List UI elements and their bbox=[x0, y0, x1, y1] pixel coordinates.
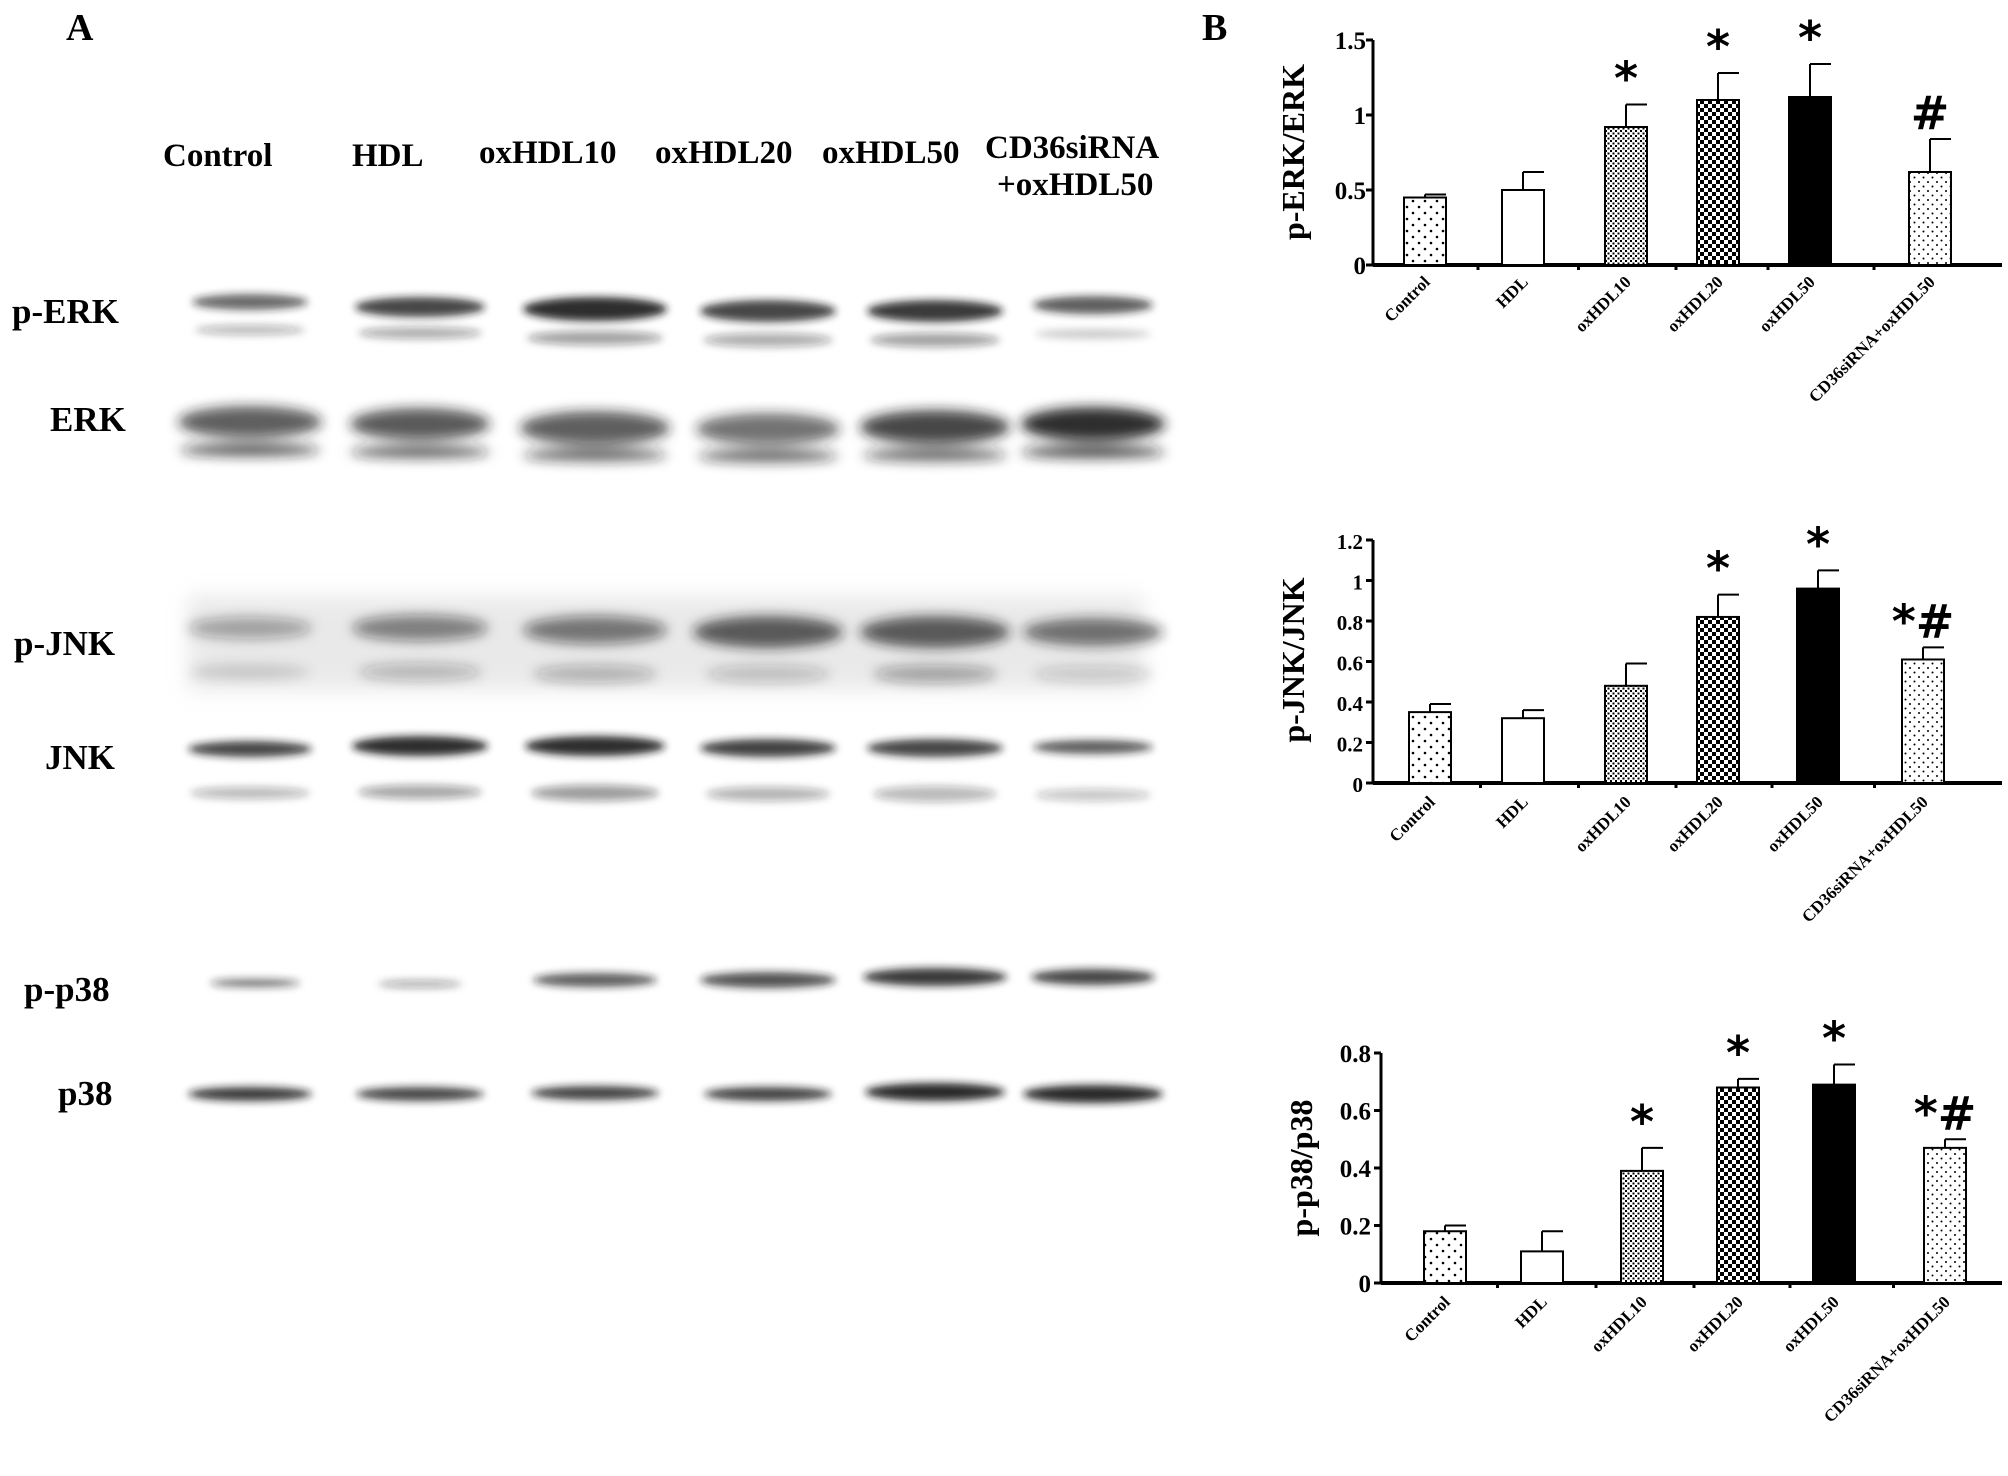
category-label: oxHDL20 bbox=[1663, 792, 1727, 856]
panel-b-label: B bbox=[1202, 7, 1228, 49]
significance-marker: # bbox=[1911, 86, 1950, 140]
significance-marker: * bbox=[1614, 52, 1638, 106]
category-label: CD36siRNA+oxHDL50 bbox=[1805, 272, 1939, 406]
y-tick-label: 0.8 bbox=[1340, 1041, 1371, 1068]
y-tick-label: 0.5 bbox=[1335, 178, 1366, 205]
bar bbox=[1788, 96, 1832, 266]
y-tick-label: 0.6 bbox=[1337, 652, 1363, 676]
y-tick-label: 1 bbox=[1354, 103, 1367, 130]
bar bbox=[1408, 711, 1452, 784]
category-label: CD36siRNA+oxHDL50 bbox=[1820, 1292, 1954, 1426]
chart-p-erk: 0 0.5 1 1.5 p-ERK/ERK Control HDL * oxHDL10 * oxHD… bbox=[1275, 11, 2002, 406]
lane-label-oxhdl20: oxHDL20 bbox=[655, 135, 793, 171]
bar bbox=[1796, 587, 1840, 784]
y-axis-label: p-JNK/JNK bbox=[1275, 577, 1311, 742]
y-tick-label: 0.2 bbox=[1340, 1214, 1371, 1241]
significance-marker: * bbox=[1726, 1026, 1750, 1080]
lane-label-plus-oxhdl50: +oxHDL50 bbox=[997, 167, 1154, 203]
significance-marker: * bbox=[1630, 1095, 1654, 1149]
band-row-jnk bbox=[188, 736, 1153, 802]
category-label: HDL bbox=[1511, 1292, 1550, 1331]
category-label: oxHDL50 bbox=[1763, 792, 1827, 856]
row-label-erk: ERK bbox=[50, 400, 126, 439]
significance-marker: * bbox=[1706, 542, 1730, 596]
category-label: Control bbox=[1386, 792, 1439, 845]
bar bbox=[1812, 1083, 1856, 1284]
bar bbox=[1901, 658, 1945, 784]
bar bbox=[1716, 1086, 1760, 1284]
significance-marker: *# bbox=[1914, 1086, 1977, 1140]
significance-marker: * bbox=[1706, 20, 1730, 74]
lane-label-control: Control bbox=[163, 138, 273, 174]
bar bbox=[1604, 684, 1648, 784]
category-label: oxHDL50 bbox=[1779, 1292, 1843, 1356]
bar bbox=[1604, 126, 1648, 266]
category-label: oxHDL20 bbox=[1663, 272, 1727, 336]
y-tick-label: 0.6 bbox=[1340, 1099, 1371, 1126]
row-label-p-jnk: p-JNK bbox=[14, 624, 116, 663]
significance-marker: *# bbox=[1892, 594, 1955, 648]
y-axis-label: p-p38/p38 bbox=[1283, 1100, 1319, 1237]
lane-label-hdl: HDL bbox=[352, 138, 424, 174]
y-tick-label: 1 bbox=[1353, 571, 1364, 595]
bar bbox=[1501, 189, 1545, 266]
category-label: HDL bbox=[1492, 272, 1531, 311]
row-label-p-p38: p-p38 bbox=[24, 970, 110, 1009]
bar bbox=[1520, 1250, 1564, 1284]
category-label: oxHDL10 bbox=[1571, 272, 1635, 336]
bar bbox=[1696, 99, 1740, 266]
y-tick-label: 0.4 bbox=[1337, 692, 1364, 716]
row-label-p-erk: p-ERK bbox=[12, 292, 119, 331]
y-tick-label: 1.2 bbox=[1337, 530, 1363, 554]
bar bbox=[1908, 171, 1952, 266]
bar bbox=[1501, 717, 1545, 785]
y-tick-label: 0 bbox=[1359, 1271, 1372, 1298]
y-tick-label: 0 bbox=[1354, 253, 1367, 280]
y-axis-label: p-ERK/ERK bbox=[1275, 64, 1311, 240]
row-label-p38: p38 bbox=[58, 1074, 113, 1113]
bar bbox=[1620, 1169, 1664, 1284]
band-row-p38 bbox=[188, 1083, 1163, 1103]
significance-marker: * bbox=[1798, 11, 1822, 65]
band-row-p-jnk bbox=[188, 615, 1163, 683]
chart-p-jnk: 0 0.2 0.4 0.6 0.8 1 1.2 p-JNK/JNK Control HDL oxHD… bbox=[1275, 517, 2002, 926]
bar bbox=[1696, 615, 1740, 785]
category-label: oxHDL50 bbox=[1755, 272, 1819, 336]
y-tick-label: 0 bbox=[1353, 773, 1364, 797]
chart-p-p38: 0 0.2 0.4 0.6 0.8 p-p38/p38 Control HDL * oxHDL10… bbox=[1283, 1012, 2002, 1426]
significance-marker: * bbox=[1806, 517, 1830, 571]
bar bbox=[1403, 196, 1447, 266]
y-tick-label: 1.5 bbox=[1335, 28, 1366, 55]
lane-label-cd36sirna: CD36siRNA bbox=[985, 130, 1160, 166]
row-label-jnk: JNK bbox=[45, 738, 115, 777]
band-row-p-p38 bbox=[210, 968, 1155, 988]
lane-label-oxhdl50: oxHDL50 bbox=[822, 135, 960, 171]
lane-label-oxhdl10: oxHDL10 bbox=[479, 135, 617, 171]
y-tick-label: 0.8 bbox=[1337, 611, 1363, 635]
category-label: oxHDL10 bbox=[1587, 1292, 1651, 1356]
category-label: HDL bbox=[1492, 792, 1531, 831]
band-row-p-erk bbox=[192, 294, 1153, 347]
category-label: Control bbox=[1401, 1292, 1454, 1345]
significance-marker: * bbox=[1822, 1012, 1846, 1066]
band-row-erk bbox=[178, 406, 1165, 462]
panel-a-label: A bbox=[66, 7, 94, 49]
category-label: oxHDL10 bbox=[1571, 792, 1635, 856]
bar bbox=[1423, 1230, 1467, 1284]
bar bbox=[1923, 1146, 1967, 1284]
y-tick-label: 0.4 bbox=[1340, 1156, 1372, 1183]
category-label: oxHDL20 bbox=[1683, 1292, 1747, 1356]
category-label: Control bbox=[1381, 272, 1434, 325]
y-tick-label: 0.2 bbox=[1337, 733, 1363, 757]
